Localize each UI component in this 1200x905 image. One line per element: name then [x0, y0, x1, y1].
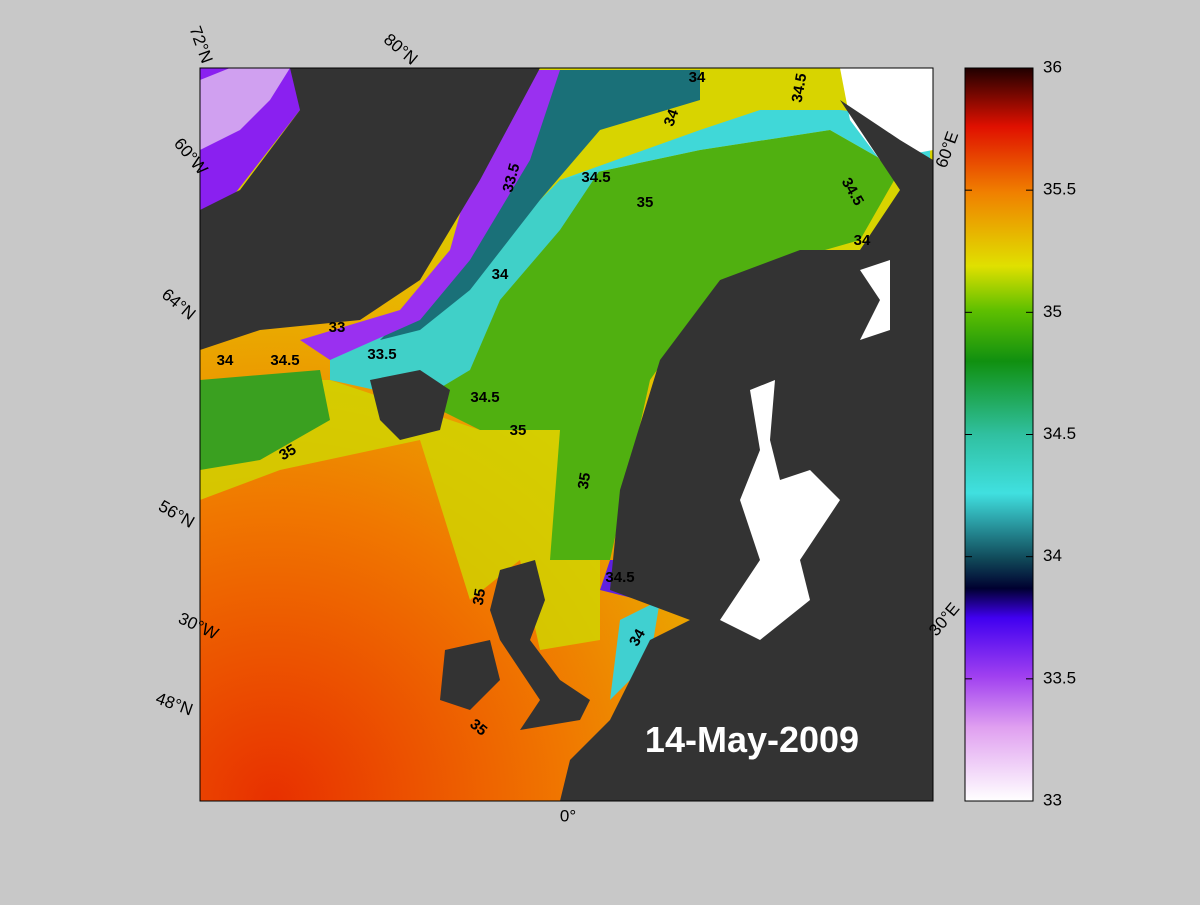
contour-label: 33.5 [499, 162, 523, 195]
contour-label: 34 [854, 232, 871, 249]
colorbar-tick-label: 35 [1043, 302, 1062, 321]
contour-label: 34 [217, 352, 234, 369]
contour-label: 35 [276, 441, 299, 464]
colorbar-tick-label: 36 [1043, 57, 1062, 76]
contour-label: 34 [626, 626, 649, 650]
contour-labels: 34 34.5 34 33.5 34.5 35 34.5 34 34 33 34 34.5 33.5 34… [217, 69, 871, 739]
contour-label: 34.5 [581, 169, 610, 186]
graticule-label: 56°N [155, 496, 197, 531]
contour-label: 34.5 [605, 569, 634, 586]
graticule-label: 64°N [158, 285, 199, 324]
contour-label: 34 [689, 69, 706, 86]
contour-label: 34.5 [470, 389, 499, 406]
date-label: 14-May-2009 [645, 719, 859, 760]
graticule-label: 72°N [186, 24, 217, 66]
contour-label: 34 [492, 266, 509, 283]
contour-label: 35 [470, 587, 490, 606]
graticule-label: 60°E [932, 129, 963, 170]
graticule-label: 0° [560, 806, 576, 825]
salinity-map [200, 68, 933, 801]
graticule-label: 80°N [380, 30, 421, 69]
contour-label: 34.5 [270, 352, 299, 369]
colorbar-tick-label: 35.5 [1043, 180, 1076, 199]
map-frame [199, 67, 934, 802]
colorbar-tick-label: 33.5 [1043, 668, 1076, 687]
contour-label: 34 [661, 106, 683, 128]
contour-label: 35 [637, 194, 654, 211]
colorbar [964, 67, 1034, 802]
contour-label: 35 [510, 422, 527, 439]
contour-label: 33 [329, 319, 346, 336]
contour-label: 34.5 [789, 72, 811, 104]
graticule-label: 48°N [153, 689, 195, 720]
contour-label: 35 [575, 471, 595, 490]
colorbar-tick-label: 34 [1043, 546, 1062, 565]
contour-label: 33.5 [367, 346, 396, 363]
colorbar-ticks: 33 33.5 34 34.5 35 35.5 36 [965, 57, 1076, 809]
colorbar-tick-label: 34.5 [1043, 424, 1076, 443]
colorbar-tick-label: 33 [1043, 790, 1062, 809]
